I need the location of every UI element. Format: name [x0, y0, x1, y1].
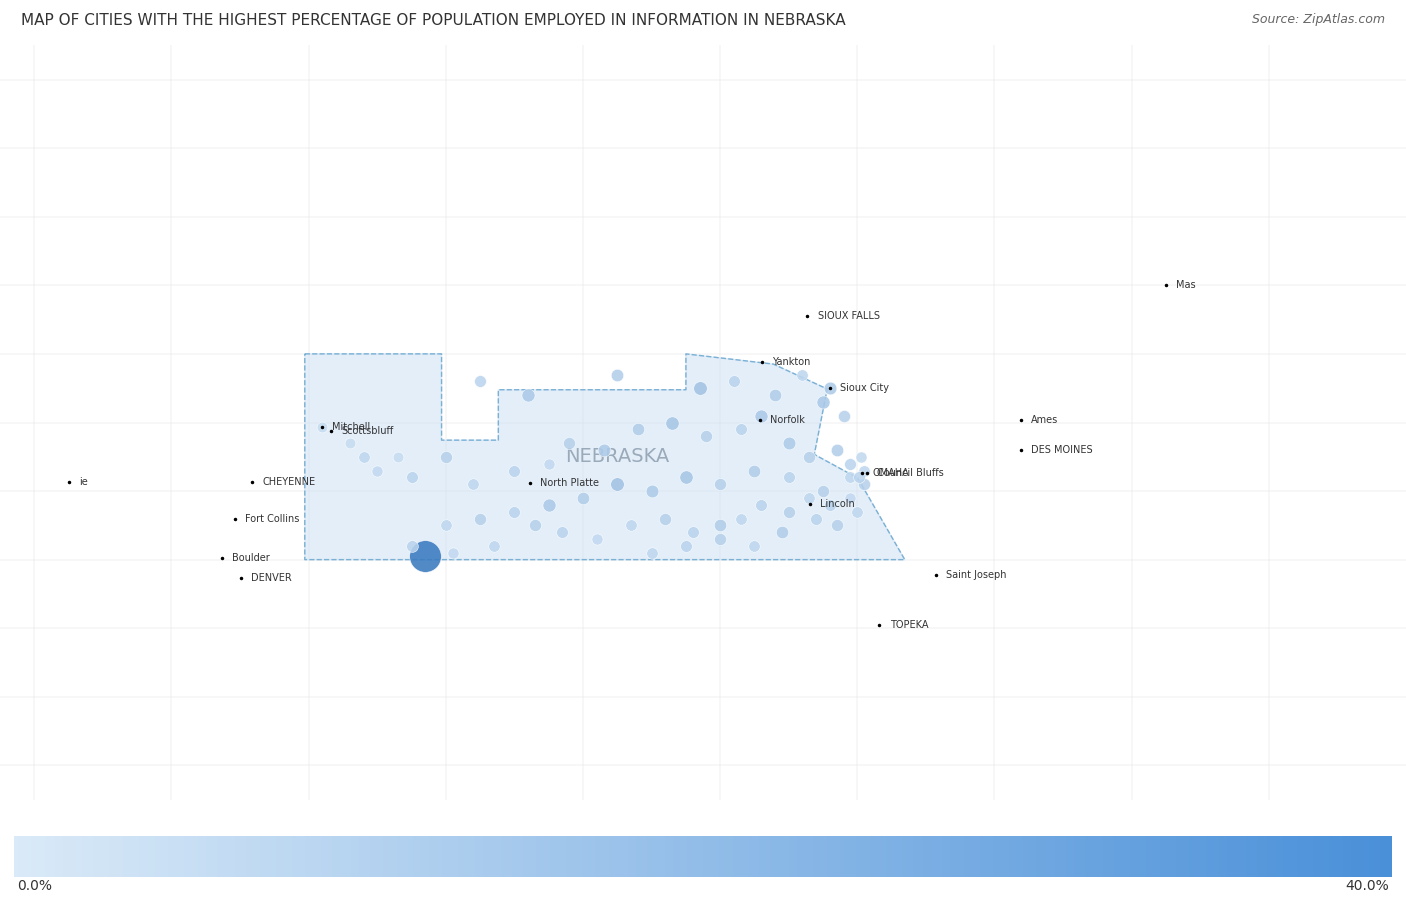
Text: Fort Collins: Fort Collins — [245, 514, 299, 524]
Text: CHEYENNE: CHEYENNE — [263, 476, 316, 486]
Text: Mas: Mas — [1177, 280, 1197, 290]
Text: 0.0%: 0.0% — [17, 878, 52, 893]
Point — [558, 436, 581, 450]
Point — [434, 450, 457, 464]
Text: MAP OF CITIES WITH THE HIGHEST PERCENTAGE OF POPULATION EMPLOYED IN INFORMATION : MAP OF CITIES WITH THE HIGHEST PERCENTAG… — [21, 13, 846, 29]
Point — [675, 470, 697, 485]
Point — [689, 381, 711, 396]
Point — [366, 463, 388, 477]
Point — [778, 470, 800, 485]
Text: NEBRASKA: NEBRASKA — [565, 448, 669, 467]
Point — [853, 477, 876, 492]
Point — [606, 477, 628, 492]
Text: Yankton: Yankton — [772, 357, 811, 367]
Point — [517, 387, 540, 402]
Point — [744, 463, 766, 477]
Point — [848, 470, 870, 485]
Point — [730, 423, 752, 437]
Point — [523, 518, 546, 532]
Point — [839, 491, 862, 505]
Point — [537, 457, 560, 471]
Point — [640, 546, 662, 560]
Point — [849, 450, 872, 464]
Polygon shape — [305, 354, 905, 560]
Point — [818, 381, 841, 396]
Text: Scottsbluff: Scottsbluff — [342, 426, 394, 436]
Point — [723, 374, 745, 388]
Point — [825, 518, 848, 532]
Point — [799, 491, 821, 505]
Point — [709, 518, 731, 532]
Point — [503, 463, 526, 477]
Point — [468, 374, 491, 388]
Text: SIOUX FALLS: SIOUX FALLS — [817, 311, 880, 321]
Point — [730, 512, 752, 526]
Point — [640, 484, 662, 498]
Point — [832, 408, 855, 423]
Text: DENVER: DENVER — [252, 573, 292, 583]
Point — [792, 368, 814, 382]
Point — [339, 436, 361, 450]
Point — [811, 395, 834, 409]
Point — [818, 498, 841, 512]
Text: Boulder: Boulder — [232, 553, 270, 564]
Point — [592, 443, 614, 458]
Text: Norfolk: Norfolk — [770, 415, 806, 425]
Point — [853, 463, 876, 477]
Point — [572, 491, 595, 505]
Point — [463, 477, 485, 492]
Point — [682, 525, 704, 539]
Text: 40.0%: 40.0% — [1346, 878, 1389, 893]
Text: Mitchell: Mitchell — [332, 422, 370, 432]
Point — [661, 415, 683, 430]
Point — [695, 429, 717, 443]
Point — [846, 504, 869, 519]
Text: Source: ZipAtlas.com: Source: ZipAtlas.com — [1251, 13, 1385, 26]
Point — [311, 420, 333, 434]
Point — [537, 498, 560, 512]
Point — [839, 457, 862, 471]
Point — [468, 512, 491, 526]
Point — [709, 477, 731, 492]
Point — [799, 450, 821, 464]
Point — [804, 512, 827, 526]
Text: Ames: Ames — [1031, 415, 1059, 425]
Point — [675, 539, 697, 553]
Point — [441, 546, 464, 560]
Text: TOPEKA: TOPEKA — [890, 619, 928, 630]
Point — [778, 504, 800, 519]
Point — [825, 443, 848, 458]
Point — [585, 532, 607, 547]
Text: OMAHA: OMAHA — [872, 468, 910, 478]
Point — [763, 387, 786, 402]
Text: North Platte: North Platte — [540, 478, 599, 488]
Point — [620, 518, 643, 532]
Point — [401, 539, 423, 553]
Point — [401, 470, 423, 485]
Text: Council Bluffs: Council Bluffs — [877, 468, 943, 478]
Point — [654, 512, 676, 526]
Text: ie: ie — [79, 476, 87, 486]
Point — [606, 368, 628, 382]
Point — [770, 525, 793, 539]
Point — [839, 470, 862, 485]
Point — [778, 436, 800, 450]
Text: Saint Joseph: Saint Joseph — [946, 571, 1007, 581]
Text: DES MOINES: DES MOINES — [1031, 445, 1092, 455]
Point — [749, 408, 772, 423]
Point — [503, 504, 526, 519]
Point — [387, 450, 409, 464]
Point — [413, 549, 436, 564]
Text: Sioux City: Sioux City — [841, 383, 889, 393]
Point — [627, 423, 650, 437]
Text: Lincoln: Lincoln — [820, 499, 855, 509]
Point — [434, 518, 457, 532]
Point — [709, 532, 731, 547]
Point — [482, 539, 505, 553]
Point — [744, 539, 766, 553]
Point — [811, 484, 834, 498]
Point — [551, 525, 574, 539]
Point — [353, 450, 375, 464]
Point — [749, 498, 772, 512]
